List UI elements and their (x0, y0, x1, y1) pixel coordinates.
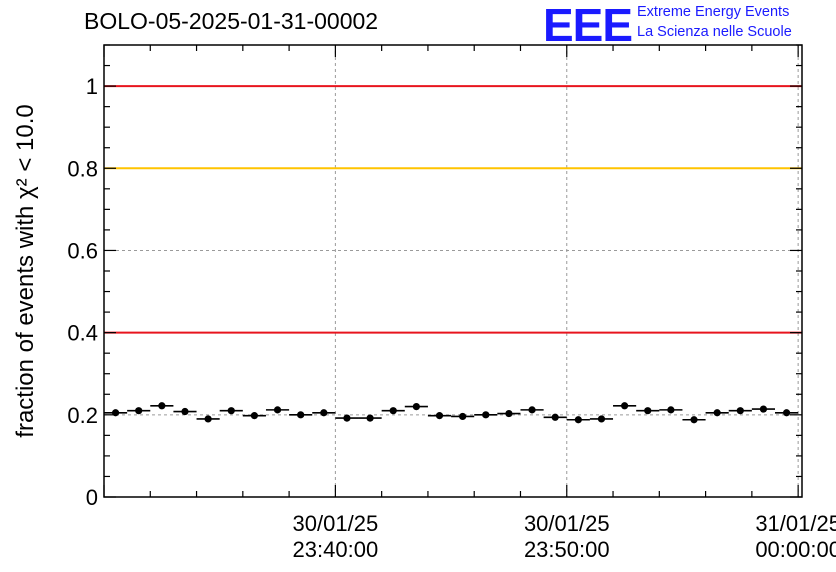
data-point (158, 402, 166, 410)
data-point (644, 407, 652, 415)
data-point (250, 412, 258, 420)
data-point (343, 414, 351, 422)
y-axis-label: fraction of events with χ² < 10.0 (12, 104, 39, 437)
y-tick-label: 0.4 (67, 321, 98, 346)
data-point (482, 411, 490, 419)
x-tick-time-label: 23:40:00 (293, 537, 379, 562)
data-point (667, 406, 675, 414)
data-point (111, 409, 120, 417)
plot-frame (103, 44, 803, 498)
data-point (690, 416, 698, 424)
eee-logo-mark: EEE (543, 0, 633, 51)
y-tick-label: 1 (86, 74, 98, 99)
data-point (366, 414, 374, 422)
data-point (459, 412, 467, 421)
data-point (273, 406, 282, 414)
data-point (320, 409, 328, 417)
data-point (713, 409, 721, 417)
data-point (297, 411, 305, 419)
data-point (528, 406, 536, 414)
data-point (435, 412, 444, 420)
data-point (227, 407, 235, 415)
y-tick-label: 0.6 (67, 238, 98, 263)
x-tick-time-label: 23:50:00 (524, 537, 610, 562)
x-tick-date-label: 30/01/25 (524, 511, 610, 536)
y-tick-label: 0.2 (67, 403, 98, 428)
logo-text-line2: La Scienza nelle Scuole (637, 24, 792, 40)
data-point (597, 415, 606, 423)
logo-text-line1: Extreme Energy Events (637, 4, 790, 20)
data-point (505, 409, 513, 418)
data-point (759, 405, 768, 413)
data-point (181, 407, 189, 416)
x-tick-time-label: 00:00:00 (755, 537, 836, 562)
data-point (736, 407, 744, 415)
x-tick-date-label: 30/01/25 (293, 511, 379, 536)
data-point (621, 402, 629, 410)
data-point (551, 413, 559, 421)
x-tick-date-label: 31/01/25 (755, 511, 836, 536)
y-tick-label: 0 (86, 485, 98, 510)
data-point (412, 403, 420, 411)
data-point (204, 415, 212, 423)
data-point (135, 407, 143, 415)
data-point (389, 407, 397, 415)
data-point (574, 416, 582, 424)
chart-title: BOLO-05-2025-01-31-00002 (84, 8, 379, 34)
y-tick-label: 0.8 (67, 156, 98, 181)
data-point (782, 409, 791, 417)
